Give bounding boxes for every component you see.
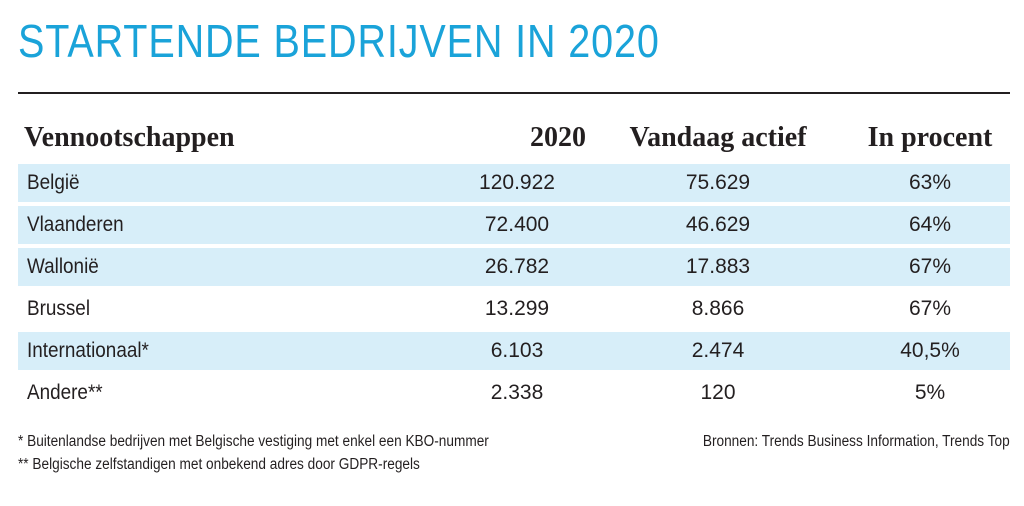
value-2020: 120.922: [479, 171, 555, 194]
table-row: België 120.922 75.629 63%: [18, 164, 1010, 202]
header-2020: 2020: [530, 122, 586, 153]
row-label: Internationaal*: [27, 339, 149, 362]
value-in-procent: 67%: [908, 255, 952, 278]
sources-note: Bronnen: Trends Business Information, Tr…: [703, 433, 1010, 450]
value-in-procent: 64%: [908, 213, 952, 236]
value-vandaag-actief: 75.629: [685, 171, 751, 194]
row-label: Brussel: [27, 297, 91, 320]
table-row: Brussel 13.299 8.866 67%: [18, 290, 1010, 328]
header-vandaag-actief: Vandaag actief: [629, 122, 807, 153]
row-label: Andere**: [27, 381, 103, 404]
value-vandaag-actief: 17.883: [685, 255, 751, 278]
value-vandaag-actief: 46.629: [685, 213, 751, 236]
header-vennootschappen: Vennootschappen: [24, 122, 235, 153]
value-vandaag-actief: 120: [700, 381, 736, 404]
footnote-international: * Buitenlandse bedrijven met Belgische v…: [18, 433, 489, 450]
page-title: STARTENDE BEDRIJVEN IN 2020: [18, 15, 660, 67]
value-vandaag-actief: 8.866: [691, 297, 745, 320]
value-in-procent: 63%: [908, 171, 952, 194]
footnote-andere: ** Belgische zelfstandigen met onbekend …: [18, 456, 420, 473]
title-divider: [18, 92, 1010, 94]
row-label: België: [27, 171, 80, 194]
table-header: Vennootschappen 2020 Vandaag actief In p…: [18, 112, 1010, 164]
header-in-procent: In procent: [867, 122, 993, 153]
data-table: Vennootschappen 2020 Vandaag actief In p…: [18, 112, 1010, 416]
value-in-procent: 40,5%: [900, 339, 960, 362]
table-row: Andere** 2.338 120 5%: [18, 374, 1010, 412]
row-label: Wallonië: [27, 255, 99, 278]
table-row: Internationaal* 6.103 2.474 40,5%: [18, 332, 1010, 370]
value-vandaag-actief: 2.474: [691, 339, 745, 362]
value-2020: 2.338: [490, 381, 544, 404]
value-2020: 26.782: [484, 255, 550, 278]
value-2020: 13.299: [484, 297, 550, 320]
row-label: Vlaanderen: [27, 213, 124, 236]
value-in-procent: 5%: [914, 381, 946, 404]
value-2020: 72.400: [484, 213, 550, 236]
value-in-procent: 67%: [908, 297, 952, 320]
table-row: Vlaanderen 72.400 46.629 64%: [18, 206, 1010, 244]
table-row: Wallonië 26.782 17.883 67%: [18, 248, 1010, 286]
value-2020: 6.103: [490, 339, 544, 362]
